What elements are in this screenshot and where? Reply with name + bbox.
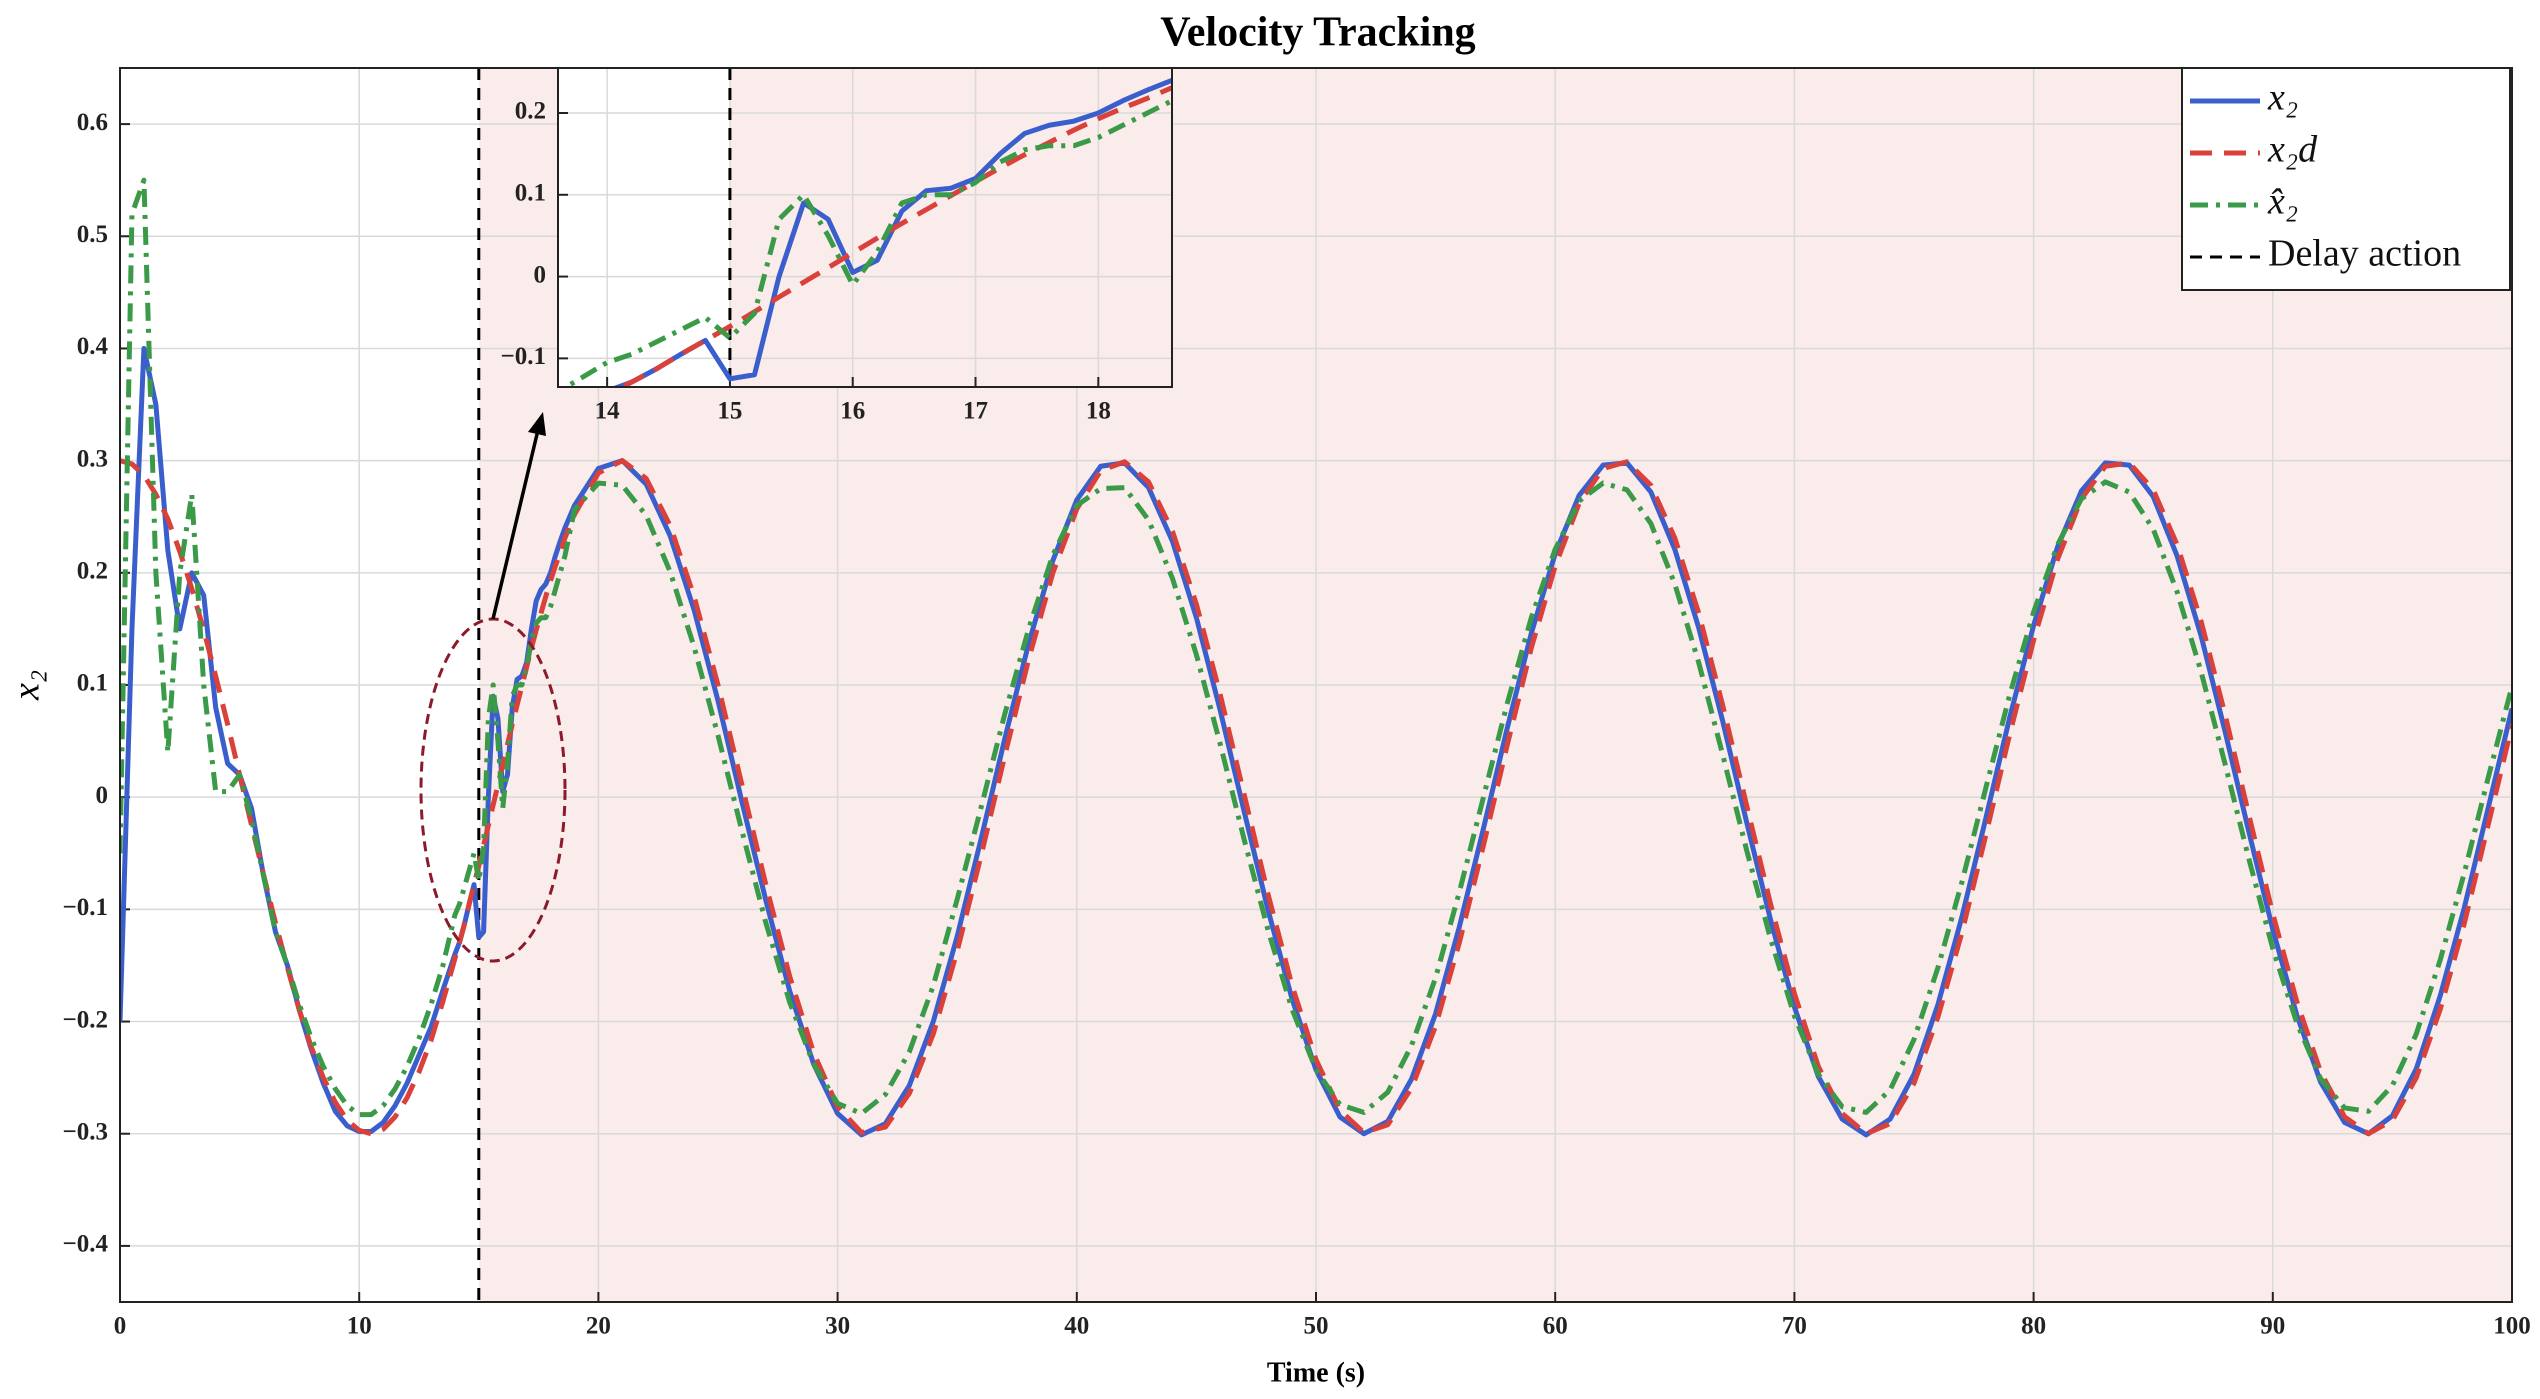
x-tick-label: 20 [586,1313,611,1340]
y-tick-label: 0 [534,261,547,288]
x-tick-label: 30 [825,1313,850,1340]
legend-label: Delay action [2268,233,2461,275]
x-tick-label: 15 [717,398,742,425]
x-tick-label: 100 [2493,1313,2531,1340]
x-tick-label: 60 [1543,1313,1568,1340]
inset-plot: 14 15 16 17 18 −0.1 0 0.1 0.2 [501,67,1173,425]
y-tick-label: 0.2 [515,98,546,125]
y-tick-label: 0.2 [77,558,108,585]
legend-label: x₂d [2267,129,2318,171]
x-tick-label: 0 [114,1313,127,1340]
x-tick-label: 80 [2021,1313,2046,1340]
x-tick-label: 17 [963,398,988,425]
y-tick-label: −0.2 [63,1006,109,1033]
legend-label: x₂ [2267,77,2298,119]
x-tick-label: 40 [1064,1313,1089,1340]
y-tick-label: 0.4 [77,333,109,360]
legend: x₂ x₂d x̂₂ Delay action [2181,67,2511,291]
x-tick-label: 50 [1304,1313,1329,1340]
x-tick-label: 10 [347,1313,372,1340]
y-tick-label: −0.1 [63,894,109,921]
zoom-arrow [491,429,540,620]
main-plot: 0 10 20 30 40 50 60 70 80 90 100 −0.4 −0.3 −0.2 −0.1 0 0… [63,67,2531,1340]
y-axis-label: x₂ [6,670,48,701]
plot-frame [557,67,1173,388]
x-tick-label: 18 [1086,398,1111,425]
legend-box [2181,67,2511,291]
y-tick-label: 0 [96,782,109,809]
series-line [120,458,2512,1137]
x-tick-label: 90 [2260,1313,2285,1340]
x-axis-label: Time (s) [1267,1357,1365,1388]
y-tick-label: 0.3 [77,445,108,472]
x-tick-label: 16 [840,398,865,425]
x-tick-label: 14 [595,398,621,425]
zoom-arrow-head [528,412,546,436]
x-tick-label: 70 [1782,1313,1807,1340]
chart-title: Velocity Tracking [1160,10,1475,56]
y-tick-label: −0.1 [501,343,547,370]
legend-label: x̂₂ [2267,181,2298,223]
y-tick-label: 0.1 [77,670,108,697]
plot-frame [119,67,2513,1303]
series-line [120,177,2512,1118]
y-tick-label: 0.6 [77,109,108,136]
y-tick-label: 0.5 [77,221,108,248]
series-line [120,345,2512,1138]
y-tick-label: 0.1 [515,180,546,207]
y-tick-label: −0.3 [63,1118,109,1145]
y-tick-label: −0.4 [63,1231,109,1258]
